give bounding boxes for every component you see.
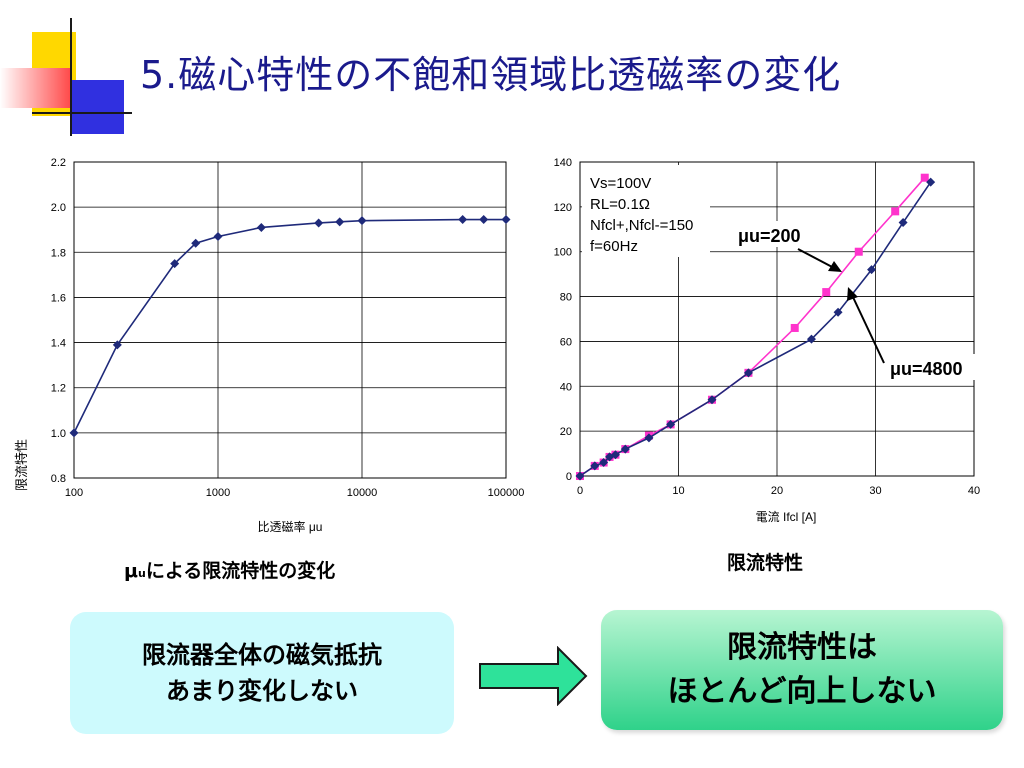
right-series-1-point	[833, 307, 843, 317]
left-y-tick-label: 1.4	[51, 338, 66, 350]
right-y-tick-label: 120	[554, 202, 572, 214]
box-left-line-2: あまり変化しない	[166, 677, 358, 705]
annotation-mu200: μu=200	[738, 226, 801, 246]
right-series-0-point	[822, 288, 831, 297]
left-series-0-point	[357, 216, 367, 226]
left-y-tick-label: 1.8	[51, 247, 66, 259]
legend-line-1: Vs=100V	[590, 175, 651, 192]
right-series-0-point	[891, 207, 900, 216]
right-series-1-point	[644, 433, 654, 443]
corner-red-block	[0, 68, 70, 108]
left-series-0-line	[73, 218, 506, 434]
left-x-tick-label: 10000	[347, 487, 378, 499]
right-x-tick-label: 30	[869, 485, 881, 497]
left-series-0-point	[256, 222, 266, 232]
chart-left: 0.8 1.0 1.2 1.4 1.6 1.8 2.0 2.2 100 1000 10000 1000…	[14, 157, 525, 534]
annotation-200-bg	[732, 221, 814, 247]
box-left-line-1: 限流器全体の磁気抵抗	[142, 641, 382, 669]
right-x-tick-label: 10	[672, 485, 684, 497]
box-right-line-2: ほとんど向上しない	[667, 674, 937, 709]
right-x-tick-label: 20	[771, 485, 783, 497]
left-series-0-point	[458, 215, 468, 225]
corner-horizontal-line	[32, 112, 132, 114]
right-series-0-point	[790, 323, 799, 332]
right-series-1-point	[743, 368, 753, 378]
left-chart-caption: μuによる限流特性の変化	[124, 556, 335, 583]
right-series-1-point	[575, 471, 585, 481]
right-y-tick-label: 100	[554, 247, 572, 259]
right-series-1-point	[666, 419, 676, 429]
right-series-1-point	[599, 458, 609, 468]
left-series-0-point	[69, 428, 79, 438]
right-series-1-point	[610, 450, 620, 460]
annotation-mu4800: μu=4800	[890, 359, 963, 379]
left-series-0-point	[213, 231, 223, 241]
caption-mu: μ	[124, 560, 138, 582]
left-y-tick-label: 0.8	[51, 473, 66, 485]
left-series-0-point	[314, 218, 324, 228]
left-x-tick-label: 100000	[488, 487, 525, 499]
right-series-0-point	[920, 173, 929, 182]
annotation-4800-bg	[884, 354, 976, 380]
right-y-tick-label: 0	[566, 471, 572, 483]
right-plot	[575, 173, 936, 481]
annotation-200-arrowhead	[828, 261, 842, 272]
left-y-axis-label: 限流特性	[14, 439, 29, 491]
right-series-1-point	[898, 218, 908, 228]
annotation-4800-arrow	[851, 294, 885, 364]
left-plot	[69, 215, 511, 438]
right-y-tick-label: 80	[560, 292, 572, 304]
left-series-0-point	[501, 215, 511, 225]
corner-vertical-line	[70, 18, 72, 136]
right-y-tick-label: 40	[560, 381, 572, 393]
right-x-axis-label: 電流 Ifcl [A]	[756, 510, 817, 524]
left-grid: 0.8 1.0 1.2 1.4 1.6 1.8 2.0 2.2 100 1000 10000 1000…	[51, 157, 525, 499]
left-y-tick-label: 1.6	[51, 292, 66, 304]
right-series-1-point	[806, 334, 816, 344]
right-grid: 0 20 40 60 80 100 120 140 0 10 20 30 40	[554, 157, 980, 497]
caption-left-text: による限流特性の変化	[145, 560, 336, 582]
right-arrow-icon	[479, 646, 588, 706]
left-y-tick-label: 1.0	[51, 428, 66, 440]
legend-line-2: RL=0.1Ω	[590, 196, 650, 213]
box-right-line-1: 限流特性は	[727, 630, 877, 665]
annotation-4800-arrowhead	[847, 287, 858, 301]
right-x-tick-label: 40	[968, 485, 980, 497]
right-y-tick-label: 20	[560, 426, 572, 438]
left-series-0-point	[191, 238, 201, 248]
right-series-1-point	[926, 177, 936, 187]
right-chart-caption: 限流特性	[727, 552, 804, 574]
left-series-0-point	[170, 259, 180, 269]
right-x-tick-label: 0	[577, 485, 583, 497]
left-x-tick-label: 100	[65, 487, 83, 499]
chart-right: 0 20 40 60 80 100 120 140 0 10 20 30 40 Vs=100V RL=0…	[554, 157, 980, 524]
legend-line-3: Nfcl+,Nfcl-=150	[590, 217, 693, 234]
left-y-tick-label: 1.2	[51, 383, 66, 395]
annotation-200-arrow	[797, 248, 837, 270]
left-plot-frame	[73, 161, 507, 479]
left-x-axis-label: 比透磁率 μu	[258, 519, 323, 534]
right-y-tick-label: 60	[560, 336, 572, 348]
corner-blue-block	[70, 80, 124, 134]
legend-box	[582, 165, 710, 257]
right-series-1-point	[590, 461, 600, 471]
right-y-tick-label: 140	[554, 157, 572, 169]
legend-line-4: f=60Hz	[590, 238, 638, 255]
magnetic-resistance-box: 限流器全体の磁気抵抗 あまり変化しない	[70, 612, 454, 734]
left-y-tick-label: 2.0	[51, 202, 66, 214]
page-title: 5.磁心特性の不飽和領域比透磁率の変化	[140, 53, 842, 97]
left-series-0-point	[335, 217, 345, 227]
left-series-0-point	[479, 215, 489, 225]
left-series-0-point	[112, 340, 122, 350]
current-limiting-box: 限流特性は ほとんど向上しない	[601, 610, 1003, 730]
right-series-1-point	[620, 444, 630, 454]
caption-mu-sub: u	[137, 567, 146, 580]
right-series-0-point	[854, 247, 863, 256]
left-y-tick-label: 2.2	[51, 157, 66, 169]
right-series-1-point	[707, 395, 717, 405]
left-x-tick-label: 1000	[206, 487, 230, 499]
